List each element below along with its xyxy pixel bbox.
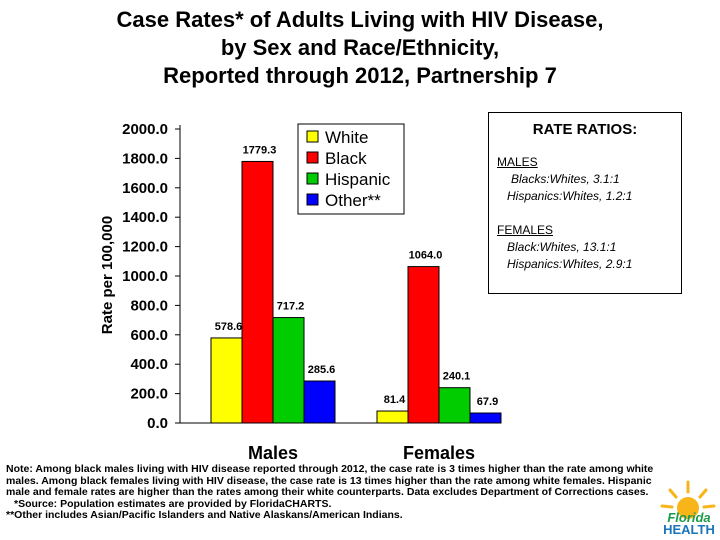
females-ratio-hispanic: Hispanics:Whites, 2.9:1 [507, 257, 633, 271]
y-tick-label: 1600.0 [122, 180, 168, 197]
bar-males-other [303, 380, 336, 424]
y-tick-label: 600.0 [130, 327, 168, 344]
y-tick-label: 2000.0 [122, 121, 168, 138]
data-label: 285.6 [308, 364, 336, 376]
males-ratio-black: Blacks:Whites, 3.1:1 [511, 172, 620, 186]
chart-title: Case Rates* of Adults Living with HIV Di… [0, 6, 720, 90]
footnote-text: Note: Among black males living with HIV … [6, 463, 654, 498]
legend-label: Hispanic [325, 170, 391, 189]
y-tick-label: 1400.0 [122, 209, 168, 226]
bar-males-white [210, 337, 243, 424]
rate-ratios-title: RATE RATIOS: [532, 121, 638, 138]
legend-swatch [306, 172, 319, 185]
legend-swatch [306, 151, 319, 164]
florida-health-sun-logo-icon [660, 480, 716, 519]
rate-ratios-box: RATE RATIOS: MALES Blacks:Whites, 3.1:1 … [488, 112, 682, 294]
bar-females-hispanic [438, 387, 471, 424]
legend-swatch [306, 193, 319, 206]
florida-health-logo-text: Florida HEALTH [660, 510, 718, 537]
footnote-other: **Other includes Asian/Pacific Islanders… [6, 509, 403, 521]
footnote: Note: Among black males living with HIV … [6, 463, 656, 522]
legend-swatch [306, 130, 319, 143]
legend-label: Other** [325, 191, 381, 210]
data-label: 578.6 [215, 321, 243, 333]
legend-label: Black [325, 149, 367, 168]
y-tick-label: 0.0 [147, 415, 168, 432]
title-line-3: Reported through 2012, Partnership 7 [163, 63, 557, 88]
data-label: 717.2 [277, 301, 305, 313]
y-tick-label: 200.0 [130, 386, 168, 403]
females-ratio-black: Black:Whites, 13.1:1 [507, 240, 617, 254]
y-tick-label: 800.0 [130, 297, 168, 314]
y-tick-label: 1000.0 [122, 268, 168, 285]
males-heading: MALES [497, 155, 538, 169]
bar-females-other [469, 412, 502, 424]
data-label: 1064.0 [409, 250, 443, 262]
legend-label: White [325, 128, 368, 147]
bar-females-white [376, 410, 409, 424]
footnote-source: *Source: Population estimates are provid… [14, 497, 332, 510]
data-label: 1779.3 [243, 144, 277, 156]
x-category-label: Females [403, 443, 475, 463]
data-label: 81.4 [384, 394, 406, 406]
y-tick-label: 400.0 [130, 356, 168, 373]
logo-line-1: Florida [667, 510, 711, 525]
y-tick-label: 1200.0 [122, 239, 168, 256]
data-label: 67.9 [477, 396, 498, 408]
data-label: 240.1 [443, 371, 471, 383]
x-category-label: Males [248, 443, 298, 463]
y-tick-label: 1800.0 [122, 150, 168, 167]
bar-males-hispanic [272, 317, 305, 424]
title-line-1: Case Rates* of Adults Living with HIV Di… [116, 7, 604, 32]
females-heading: FEMALES [497, 223, 554, 237]
logo-line-2: HEALTH [663, 522, 715, 537]
y-axis-label: Rate per 100,000 [99, 216, 116, 334]
bar-females-black [407, 266, 440, 424]
males-ratio-hispanic: Hispanics:Whites, 1.2:1 [507, 189, 633, 203]
title-line-2: by Sex and Race/Ethnicity, [220, 35, 500, 60]
bar-males-black [241, 160, 274, 424]
